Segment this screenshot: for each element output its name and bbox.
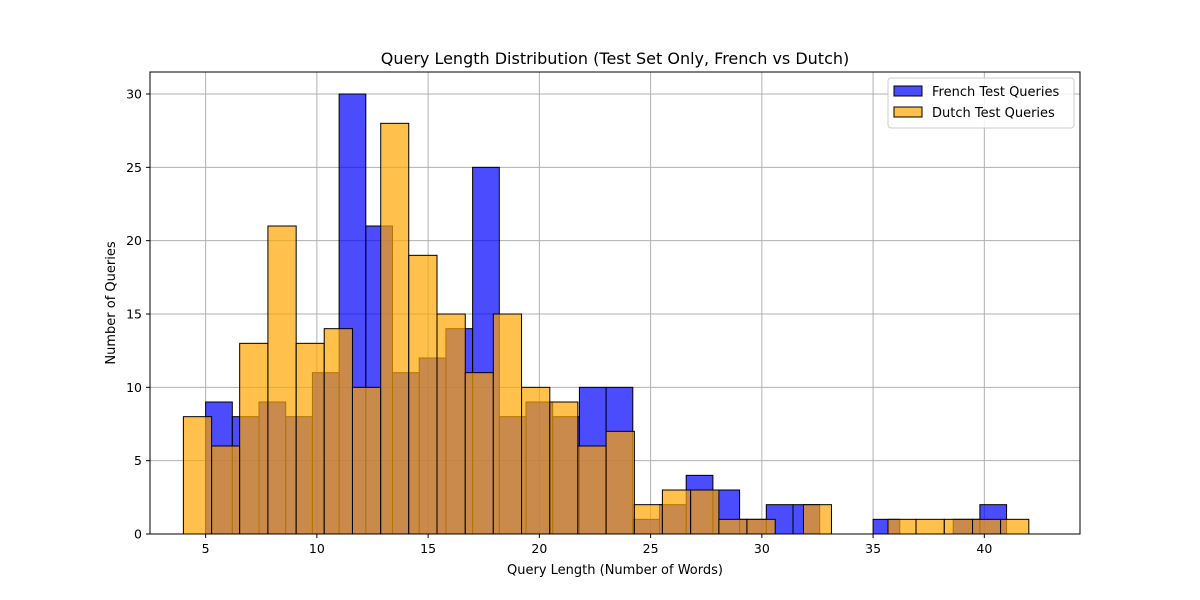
chart-title: Query Length Distribution (Test Set Only… [381,49,850,68]
bars-layer [182,93,1030,535]
bar-series-2 [295,342,325,535]
plot-frame [149,71,1081,535]
bar-series-2 [661,489,692,535]
bar-series-2 [633,504,663,535]
bar-series-2 [351,386,382,535]
bar-series-2 [915,518,945,535]
y-tick-label: 20 [126,233,142,248]
x-tick-label: 5 [202,541,210,556]
x-tick-label: 15 [420,541,436,556]
x-tick-label: 30 [754,541,770,556]
x-tick-label: 10 [309,541,325,556]
y-axis-ticks: 0 5 10 15 20 25 30 [126,87,150,542]
bar-series-2 [267,225,297,535]
bar-series-2 [690,489,720,535]
bar-series-2 [746,518,776,535]
x-axis-ticks: 5 10 15 20 25 30 35 40 [202,534,992,556]
y-tick-label: 0 [134,527,142,542]
bar-series-2 [718,518,748,535]
bar-series-2 [521,386,551,535]
legend-swatch [893,85,923,97]
bar-series-2 [577,445,607,535]
bar-series-2 [239,342,269,535]
y-tick-label: 25 [126,160,142,175]
x-tick-label: 35 [865,541,881,556]
bar-series-2 [972,518,1002,535]
bar-series-2 [436,313,466,535]
bar-series-2 [549,401,579,535]
y-tick-label: 15 [126,307,142,322]
x-tick-label: 40 [976,541,992,556]
bar-series-2 [802,504,832,535]
legend: French Test Queries Dutch Test Queries [887,77,1075,129]
bar-series-2 [605,430,635,535]
bar-series-2 [1000,518,1030,535]
bar-series-2 [492,313,523,535]
y-tick-label: 30 [126,87,142,102]
y-tick-label: 10 [126,380,142,395]
bar-series-2 [408,254,438,535]
bar-series-2 [380,122,410,535]
y-axis-label: Number of Queries [104,241,119,364]
bar-series-2 [943,518,974,535]
x-axis-label: Query Length (Number of Words) [507,563,723,578]
y-tick-label: 5 [134,453,142,468]
legend-swatch [893,106,923,118]
bar-series-2 [464,372,494,535]
x-tick-label: 25 [643,541,659,556]
legend-label: Dutch Test Queries [932,106,1055,121]
legend-label: French Test Queries [932,85,1060,100]
bar-series-2 [211,445,241,535]
legend-box [887,77,1075,129]
x-tick-label: 20 [531,541,547,556]
bar-series-2 [887,518,917,535]
bar-series-2 [182,416,213,535]
bar-series-2 [323,328,353,535]
